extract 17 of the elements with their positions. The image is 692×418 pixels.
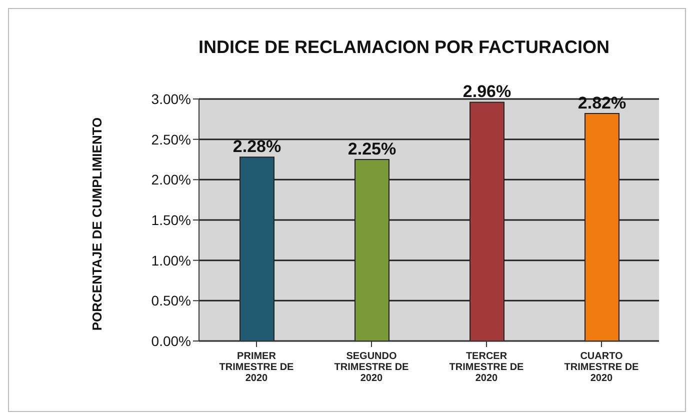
y-tick-label: 1.50% xyxy=(151,212,191,228)
y-tick-label: 1.00% xyxy=(151,252,191,268)
data-label: 2.25% xyxy=(348,140,396,158)
y-tick-label: 2.50% xyxy=(151,131,191,148)
x-tick-label: SEGUNDO TRIMESTRE DE 2020 xyxy=(334,351,410,384)
y-tick-label: 2.00% xyxy=(151,172,191,188)
y-tick-label: 3.00% xyxy=(151,90,191,107)
x-tick-label: CUARTO TRIMESTRE DE 2020 xyxy=(564,351,640,384)
y-tick-label: 0.00% xyxy=(151,332,191,349)
x-tick-label: PRIMER TRIMESTRE DE 2020 xyxy=(219,351,294,384)
y-tick-label: 0.50% xyxy=(151,292,191,309)
y-axis-title: PORCENTAJE DE CUMPLIMIENTO xyxy=(90,117,104,331)
data-label: 2.28% xyxy=(232,137,282,156)
data-label: 2.82% xyxy=(578,94,626,113)
chart-title: INDICE DE RECLAMACION POR FACTURACION xyxy=(197,37,610,58)
data-label: 2.96% xyxy=(462,82,512,102)
x-tick-label: TERCER TRIMESTRE DE 2020 xyxy=(449,351,524,384)
